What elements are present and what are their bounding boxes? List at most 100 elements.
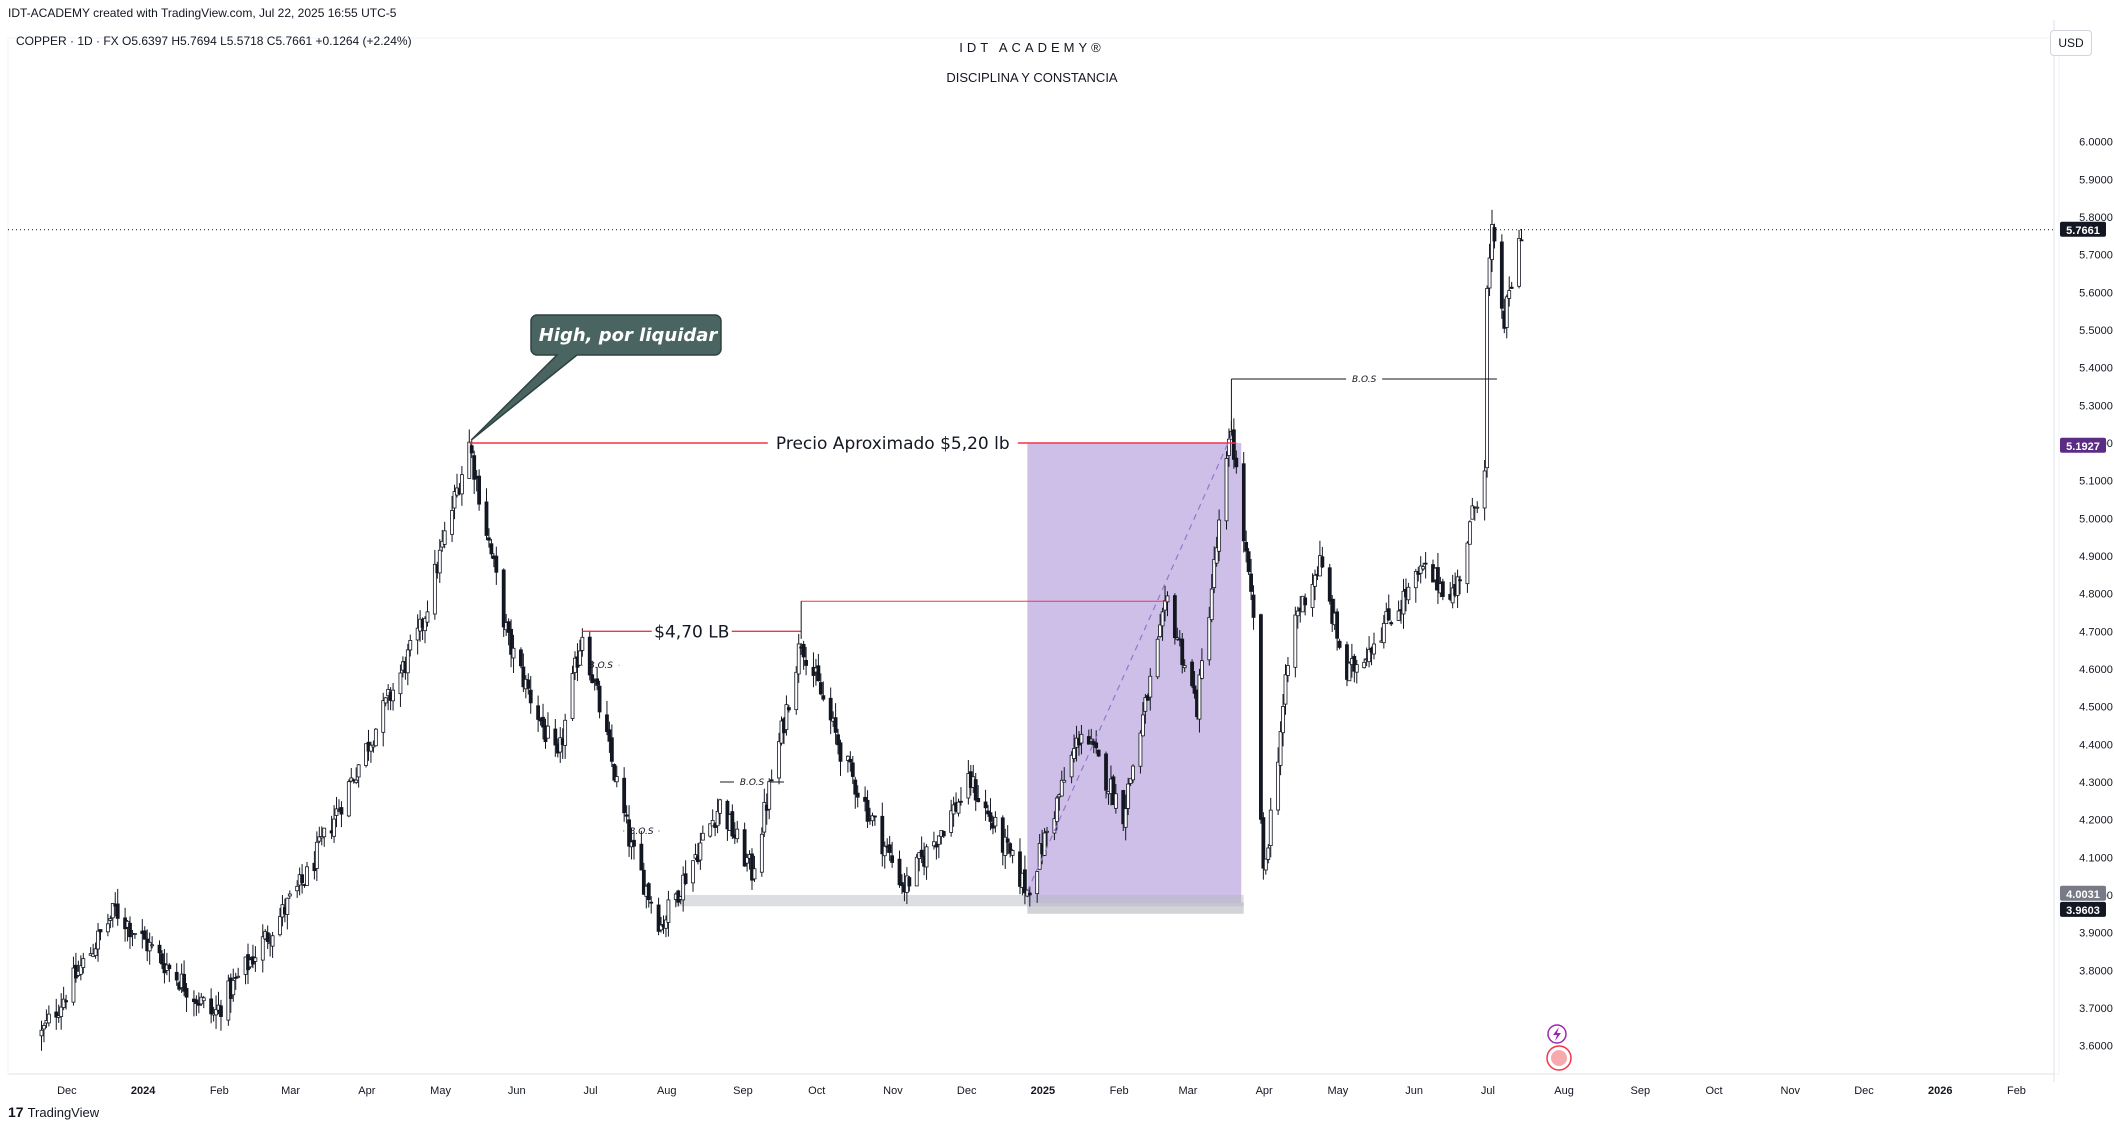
candle [526, 673, 531, 695]
candle [231, 968, 236, 1002]
candle [1160, 607, 1165, 641]
candle [1224, 451, 1229, 530]
tradingview-logo-icon: 17 [8, 1104, 24, 1120]
candle-body [1227, 438, 1231, 456]
candle-body [914, 856, 919, 887]
candle [460, 466, 464, 506]
candle [1499, 234, 1504, 319]
candle-body [1072, 748, 1076, 759]
bos-marker: B.O.S [623, 827, 660, 837]
candle-body [818, 682, 823, 695]
candle-body [934, 844, 939, 848]
x-tick-label: Jul [1481, 1085, 1495, 1097]
candle-body [1010, 850, 1015, 856]
candle [853, 776, 858, 809]
bos-marker: B.O.S [582, 661, 620, 671]
candle-body [641, 869, 646, 895]
candle-body [236, 975, 241, 978]
candle [1276, 747, 1281, 815]
candle-body [777, 741, 781, 779]
candle-body [1158, 624, 1163, 638]
candle-body [1138, 732, 1143, 767]
candle [1467, 520, 1472, 545]
candle [1143, 693, 1148, 724]
candle-body [142, 930, 147, 940]
candle-body [1436, 567, 1440, 591]
candle-body [563, 719, 568, 746]
candle-body [1335, 611, 1340, 639]
candle-body [1008, 843, 1013, 854]
candle [1327, 563, 1332, 605]
candle [1293, 606, 1298, 678]
candle [405, 643, 410, 686]
price-badge-bg [2060, 901, 2106, 917]
candle-body [1246, 551, 1251, 573]
candle [128, 916, 132, 949]
candle-body [526, 679, 531, 689]
candle [683, 860, 688, 886]
candle-body [1172, 595, 1177, 639]
candle [133, 933, 137, 939]
candle [546, 712, 550, 739]
candle-body [354, 779, 359, 783]
currency-button[interactable]: USD [2050, 30, 2092, 56]
candle [821, 681, 826, 702]
candle [649, 896, 654, 914]
candle [718, 798, 722, 825]
candle [595, 667, 600, 691]
candle-body [1005, 838, 1010, 843]
candle [632, 832, 636, 860]
candle-body [1517, 237, 1521, 287]
candle-body [541, 716, 545, 728]
candle-body [1352, 655, 1357, 672]
candle [1131, 764, 1135, 783]
candle-body [900, 882, 904, 886]
candle-body [1261, 817, 1266, 869]
x-tick-label: Jun [508, 1085, 526, 1097]
candle [1283, 664, 1288, 715]
candle-body [1519, 239, 1524, 242]
candle-body [681, 874, 686, 901]
candle-body [287, 893, 292, 897]
candle-body [452, 491, 457, 509]
y-tick-label: 5.7000 [2079, 250, 2113, 262]
candle [96, 922, 100, 962]
candle-body [1345, 644, 1349, 680]
bos-marker: B.O.S [1231, 375, 1497, 385]
candle-body [209, 998, 214, 1015]
candle-body [664, 919, 668, 929]
candle-body [609, 737, 614, 762]
candle [1492, 223, 1497, 249]
x-tick-label: Mar [281, 1085, 300, 1097]
candle [174, 963, 179, 986]
candle-body [339, 807, 344, 815]
candle-body [487, 537, 491, 541]
candle [1509, 281, 1514, 289]
candle [1003, 828, 1008, 869]
x-tick-label: Mar [1178, 1085, 1197, 1097]
candle [1045, 826, 1049, 847]
y-tick-label: 3.7000 [2079, 1003, 2113, 1015]
candle [607, 721, 612, 753]
candle-body [821, 695, 826, 700]
candle-body [666, 899, 671, 923]
candle-body [1440, 581, 1445, 597]
candle [317, 826, 322, 844]
candle [919, 836, 924, 864]
x-tick-label: Feb [1110, 1085, 1129, 1097]
candle-body [816, 665, 821, 682]
candle-body [528, 689, 533, 704]
tradingview-logo[interactable]: 17 TradingView [8, 1104, 99, 1120]
bos-label: B.O.S [589, 661, 614, 671]
candle [167, 963, 172, 983]
candle [1207, 606, 1212, 666]
candle [1126, 777, 1131, 816]
candle [110, 903, 115, 928]
candle-body [425, 611, 430, 623]
candle-body [1482, 470, 1487, 509]
candle-body [973, 779, 978, 801]
candle-body [1276, 761, 1281, 811]
x-tick-label: Dec [57, 1085, 77, 1097]
candle-body [1207, 616, 1212, 661]
